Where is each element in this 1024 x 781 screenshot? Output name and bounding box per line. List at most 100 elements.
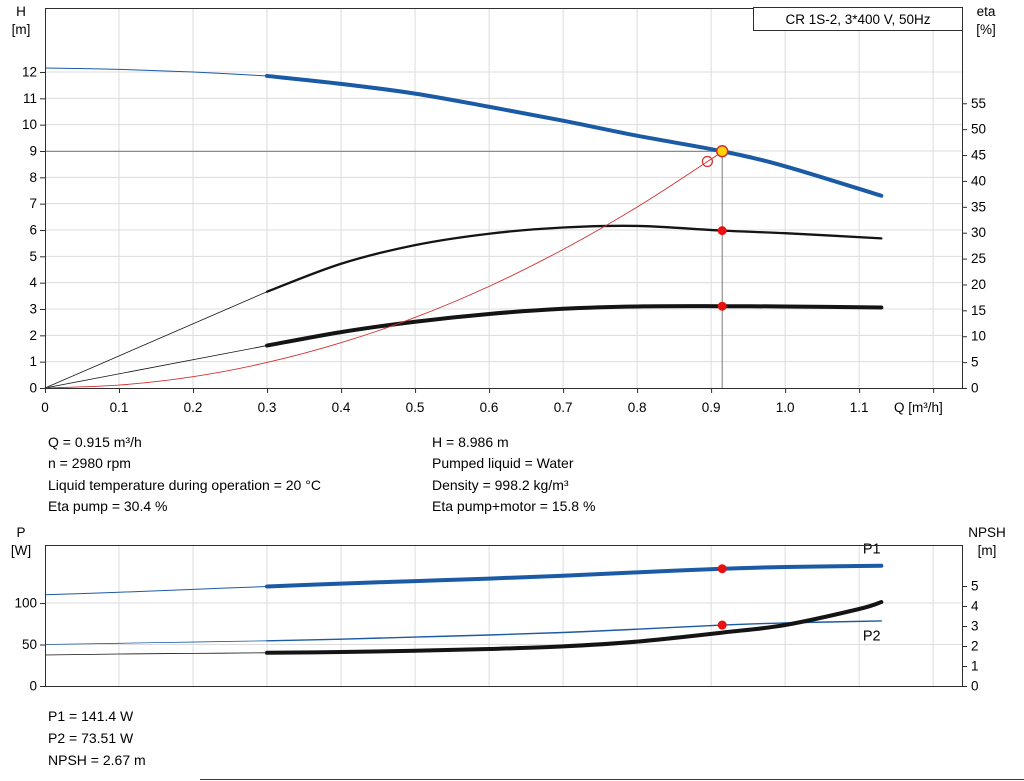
right-tick-label: 35 xyxy=(971,199,986,214)
left-tick-label: 7 xyxy=(29,196,37,211)
info-line-liquid: Pumped liquid = Water xyxy=(432,455,574,472)
right-tick-label: 0 xyxy=(971,381,979,396)
eta-axis-unit: [%] xyxy=(976,22,996,37)
p-axis-title: P [W] xyxy=(2,524,40,560)
eta-pump-point xyxy=(717,226,727,236)
right-tick-label: 10 xyxy=(971,329,986,344)
p1-curve-thin xyxy=(44,585,268,596)
npsh-axis-unit: [m] xyxy=(977,543,997,558)
right-tick-label: 25 xyxy=(971,251,986,266)
result-line-p1: P1 = 141.4 W xyxy=(48,708,134,724)
info-line-eta-pump: Eta pump = 30.4 % xyxy=(48,498,168,515)
p1-curve xyxy=(265,563,884,589)
right-tick-label: 0 xyxy=(971,679,979,694)
eta-pump-curve xyxy=(265,224,883,293)
x-tick-label: 1.0 xyxy=(776,400,795,415)
info-panel-left: Q = 0.915 m³/h n = 2980 rpm Liquid tempe… xyxy=(48,432,321,518)
left-tick-label: 9 xyxy=(29,143,37,158)
right-tick-label: 4 xyxy=(971,599,979,614)
p-axis-label: P xyxy=(16,525,26,540)
left-tick-label: 12 xyxy=(22,64,37,79)
result-line-p2: P2 = 73.51 W xyxy=(48,729,134,746)
hq-curve xyxy=(265,73,884,198)
info-line-temperature: Liquid temperature during operation = 20… xyxy=(48,476,321,493)
p2-curve xyxy=(266,620,883,642)
left-tick-label: 11 xyxy=(23,91,37,106)
right-tick-label: 20 xyxy=(971,277,986,292)
left-tick-label: 4 xyxy=(29,275,37,290)
system-curve-endpoint xyxy=(701,155,714,168)
left-tick-label: 5 xyxy=(29,249,37,264)
left-tick-label: 50 xyxy=(22,637,37,652)
npsh-curve xyxy=(265,600,884,655)
left-tick-label: 1 xyxy=(29,354,37,369)
x-tick-label: 0.5 xyxy=(406,400,425,415)
p2-point xyxy=(717,620,727,630)
x-tick-label: 0.7 xyxy=(554,400,573,415)
p1-curve-label: P1 xyxy=(863,541,881,557)
x-tick-label: 0.2 xyxy=(184,400,203,415)
p2-curve-label: P2 xyxy=(863,628,881,644)
q-axis-label: Q [m³/h] xyxy=(894,400,943,415)
right-tick-label: 40 xyxy=(971,173,986,188)
plot-frame xyxy=(45,8,963,389)
eta-pump-motor-point xyxy=(717,301,727,311)
p-axis-unit: [W] xyxy=(10,543,32,558)
right-tick-label: 45 xyxy=(971,148,986,163)
right-tick-label: 15 xyxy=(971,303,986,318)
left-tick-label: 6 xyxy=(29,223,37,238)
hq-curve-thin xyxy=(44,67,268,77)
h-axis-unit: [m] xyxy=(11,22,31,37)
x-tick-label: 0.4 xyxy=(332,400,351,415)
right-tick-label: 5 xyxy=(971,579,979,594)
eta-pump-motor-curve-thin xyxy=(44,345,268,389)
p1-point xyxy=(717,564,727,574)
results-panel: P1 = 141.4 W P2 = 73.51 W NPSH = 2.67 m xyxy=(48,706,146,771)
right-tick-label: 2 xyxy=(971,639,979,654)
system-curve xyxy=(44,150,723,389)
x-tick-label: 0.9 xyxy=(702,400,721,415)
npsh-axis-title: NPSH [m] xyxy=(956,524,1018,560)
right-tick-label: 55 xyxy=(971,96,986,111)
left-tick-label: 0 xyxy=(29,381,37,396)
info-panel-right: H = 8.986 m Pumped liquid = Water Densit… xyxy=(432,432,595,518)
left-tick-label: 3 xyxy=(29,302,37,317)
info-line-q: Q = 0.915 m³/h xyxy=(48,434,142,450)
right-tick-label: 50 xyxy=(971,122,986,137)
x-tick-label: 0.6 xyxy=(480,400,499,415)
p2-curve-thin xyxy=(44,640,268,645)
x-tick-label: 1.1 xyxy=(850,400,869,415)
h-axis-label: H xyxy=(16,4,26,19)
info-line-n: n = 2980 rpm xyxy=(48,455,131,472)
right-tick-label: 5 xyxy=(971,355,979,370)
power-npsh-chart: P1 P2 0 50 100 0 1 2 3 4 5 xyxy=(14,541,979,693)
eta-pump-motor-curve xyxy=(265,304,884,348)
eta-axis-label: eta xyxy=(976,4,996,19)
eta-axis-title: eta [%] xyxy=(962,3,1010,39)
info-line-h: H = 8.986 m xyxy=(432,434,509,450)
right-tick-label: 3 xyxy=(971,619,979,634)
left-tick-label: 0 xyxy=(29,679,37,694)
left-tick-label: 100 xyxy=(14,596,37,611)
x-tick-label: 0.1 xyxy=(110,400,129,415)
info-line-density: Density = 998.2 kg/m³ xyxy=(432,476,569,493)
plot-frame xyxy=(45,545,963,687)
x-tick-label: 0.3 xyxy=(258,400,277,415)
left-tick-label: 8 xyxy=(29,170,37,185)
x-tick-label: 0 xyxy=(41,400,49,415)
x-tick-label: 0.8 xyxy=(628,400,647,415)
h-axis-title: H [m] xyxy=(2,3,40,39)
right-tick-label: 30 xyxy=(971,225,986,240)
eta-pump-curve-thin xyxy=(44,291,268,389)
npsh-curve-thin xyxy=(44,652,268,656)
left-tick-label: 2 xyxy=(29,328,37,343)
pump-title-box: CR 1S-2, 3*400 V, 50Hz xyxy=(753,7,963,31)
result-line-npsh: NPSH = 2.67 m xyxy=(48,751,146,768)
duty-point-marker xyxy=(715,145,729,158)
info-line-eta-pump-motor: Eta pump+motor = 15.8 % xyxy=(432,498,596,515)
npsh-axis-label: NPSH xyxy=(968,525,1006,540)
left-tick-label: 10 xyxy=(22,117,37,132)
